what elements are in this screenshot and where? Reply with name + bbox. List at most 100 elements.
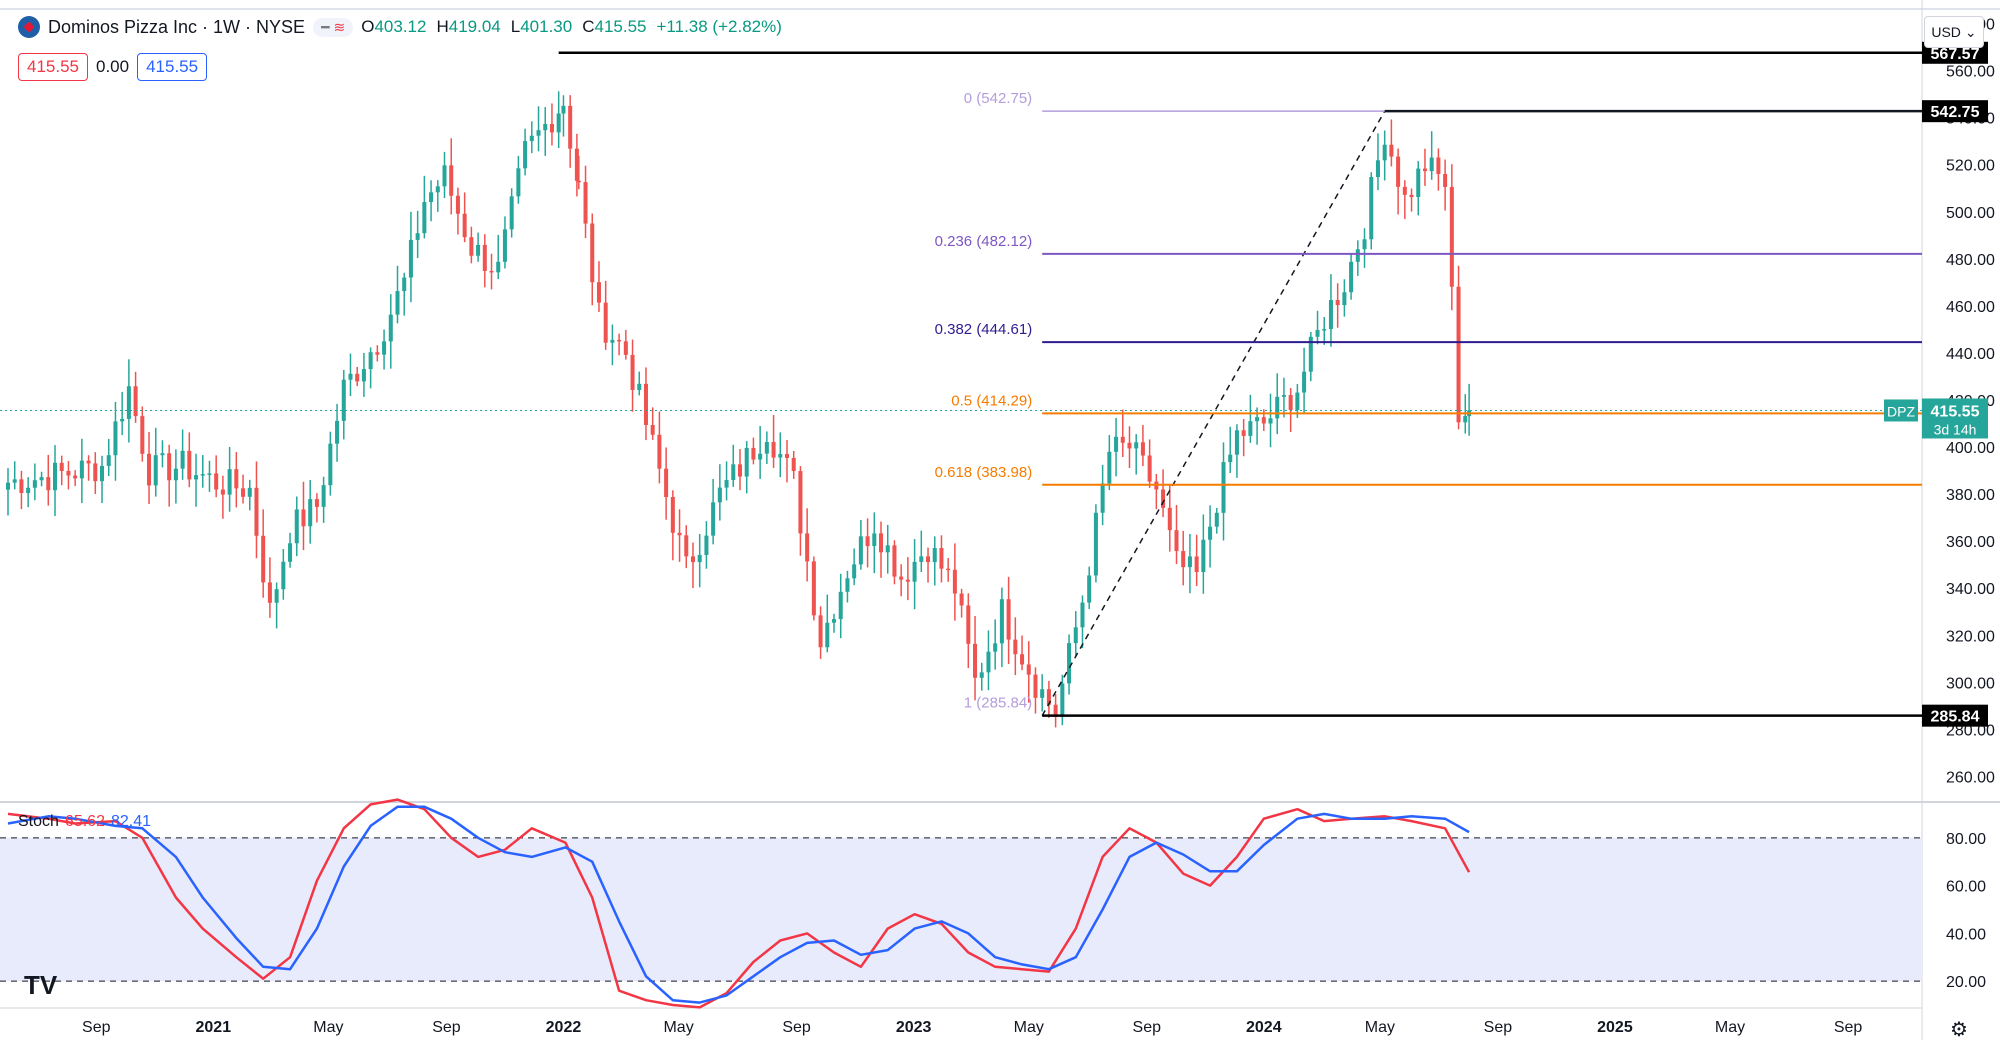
candle-body	[402, 277, 407, 292]
fib-level-label: 0.236 (482.12)	[935, 233, 1033, 250]
symbol-tag-text: DPZ	[1887, 403, 1915, 419]
price-tick-label: 500.00	[1946, 205, 1995, 222]
candle-body	[811, 561, 816, 616]
stoch-band-fill	[0, 837, 1922, 982]
time-tick-label: May	[1715, 1019, 1745, 1036]
candle-body	[1355, 249, 1360, 262]
candle-body	[758, 453, 763, 460]
candle-body	[858, 536, 863, 565]
candle-body	[66, 471, 71, 476]
candle-body	[919, 556, 924, 562]
candle-body	[1167, 507, 1172, 531]
currency-button[interactable]: USD ⌄	[1924, 16, 1984, 48]
candle-body	[1020, 654, 1025, 665]
stoch-tick-label: 80.00	[1946, 831, 1986, 848]
candle-body	[939, 548, 944, 569]
price-label-text: 542.75	[1931, 104, 1980, 121]
candle-body	[556, 113, 561, 133]
candle-body	[926, 556, 931, 563]
candle-body	[1053, 704, 1058, 717]
candle-body	[46, 477, 51, 491]
candle-body	[86, 460, 91, 464]
candle-body	[395, 291, 400, 315]
candle-body	[690, 556, 695, 563]
candle-body	[523, 141, 528, 169]
currency-label: USD	[1931, 24, 1961, 40]
tradingview-logo-icon[interactable]: TV	[24, 970, 58, 1000]
candle-body	[617, 339, 622, 342]
candle-body	[1140, 442, 1145, 456]
gear-icon[interactable]: ⚙	[1950, 1019, 1968, 1041]
candle-body	[805, 533, 810, 562]
symbol-title[interactable]: Dominos Pizza Inc · 1W · NYSE	[48, 16, 306, 37]
candle-body	[26, 487, 31, 494]
candle-body	[449, 165, 454, 196]
candle-body	[153, 455, 158, 486]
candle-body	[1234, 430, 1239, 455]
time-tick-label: May	[1014, 1019, 1044, 1036]
candle-body	[355, 373, 360, 382]
candle-body	[5, 482, 11, 490]
candle-body	[341, 379, 346, 421]
stoch-tick-label: 40.00	[1946, 926, 1986, 943]
candle-body	[241, 488, 246, 497]
candle-body	[791, 457, 796, 472]
sell-price-box[interactable]: 415.55	[18, 53, 88, 81]
candle-body	[704, 535, 709, 555]
candle-body	[1026, 664, 1031, 675]
ohlc-values: O403.12 H419.04 L401.30 C415.55 +11.38 (…	[361, 17, 782, 37]
buy-price-box[interactable]: 415.55	[137, 53, 208, 81]
candle-body	[516, 168, 521, 197]
candle-body	[986, 651, 991, 673]
close-label: C	[582, 17, 595, 36]
time-tick-label: 2024	[1246, 1019, 1282, 1036]
candle-body	[610, 339, 615, 343]
candle-body	[207, 473, 212, 475]
time-tick-label: Sep	[782, 1019, 811, 1036]
candle-body	[664, 468, 669, 498]
candle-body	[650, 424, 655, 435]
high-label: H	[436, 17, 449, 36]
fib-level-label: 0.382 (444.61)	[935, 321, 1033, 338]
candle-body	[831, 619, 837, 623]
candle-body	[509, 196, 514, 230]
candle-body	[1261, 417, 1266, 424]
time-tick-label: May	[663, 1019, 693, 1036]
stoch-name[interactable]: Stoch	[18, 813, 59, 830]
candle-body	[93, 463, 98, 482]
candle-body	[1013, 639, 1018, 655]
time-tick-label: 2023	[896, 1019, 932, 1036]
candle-body	[1349, 261, 1354, 293]
candle-body	[952, 569, 957, 594]
candle-body	[1402, 186, 1407, 195]
candle-body	[1187, 556, 1192, 568]
price-label-bg	[1922, 100, 1988, 123]
current-price-bg	[1922, 398, 1988, 439]
price-tick-label: 440.00	[1946, 346, 1995, 363]
price-label-text: 285.84	[1931, 709, 1980, 726]
symbol-header: Dominos Pizza Inc · 1W · NYSE ━ ≋ O403.12…	[18, 16, 782, 38]
candle-body	[415, 233, 420, 240]
candle-body	[200, 474, 205, 476]
candle-body	[1396, 156, 1401, 187]
time-tick-label: Sep	[1133, 1019, 1162, 1036]
candle-body	[308, 499, 313, 527]
candle-body	[899, 576, 904, 580]
candle-body	[1073, 627, 1078, 644]
candle-body	[476, 244, 481, 256]
candle-body	[469, 237, 474, 256]
candle-body	[1456, 286, 1461, 423]
candle-body	[1362, 239, 1367, 250]
candle-body	[1060, 683, 1065, 717]
visibility-toggle[interactable]: ━ ≋	[313, 17, 354, 37]
candle-body	[160, 453, 165, 456]
candle-body	[254, 487, 259, 536]
candle-body	[335, 420, 340, 444]
candle-body	[784, 454, 790, 458]
candle-body	[1033, 674, 1038, 698]
spread-value: 0.00	[96, 57, 130, 76]
candle-body	[113, 421, 118, 456]
candle-body	[234, 469, 239, 489]
